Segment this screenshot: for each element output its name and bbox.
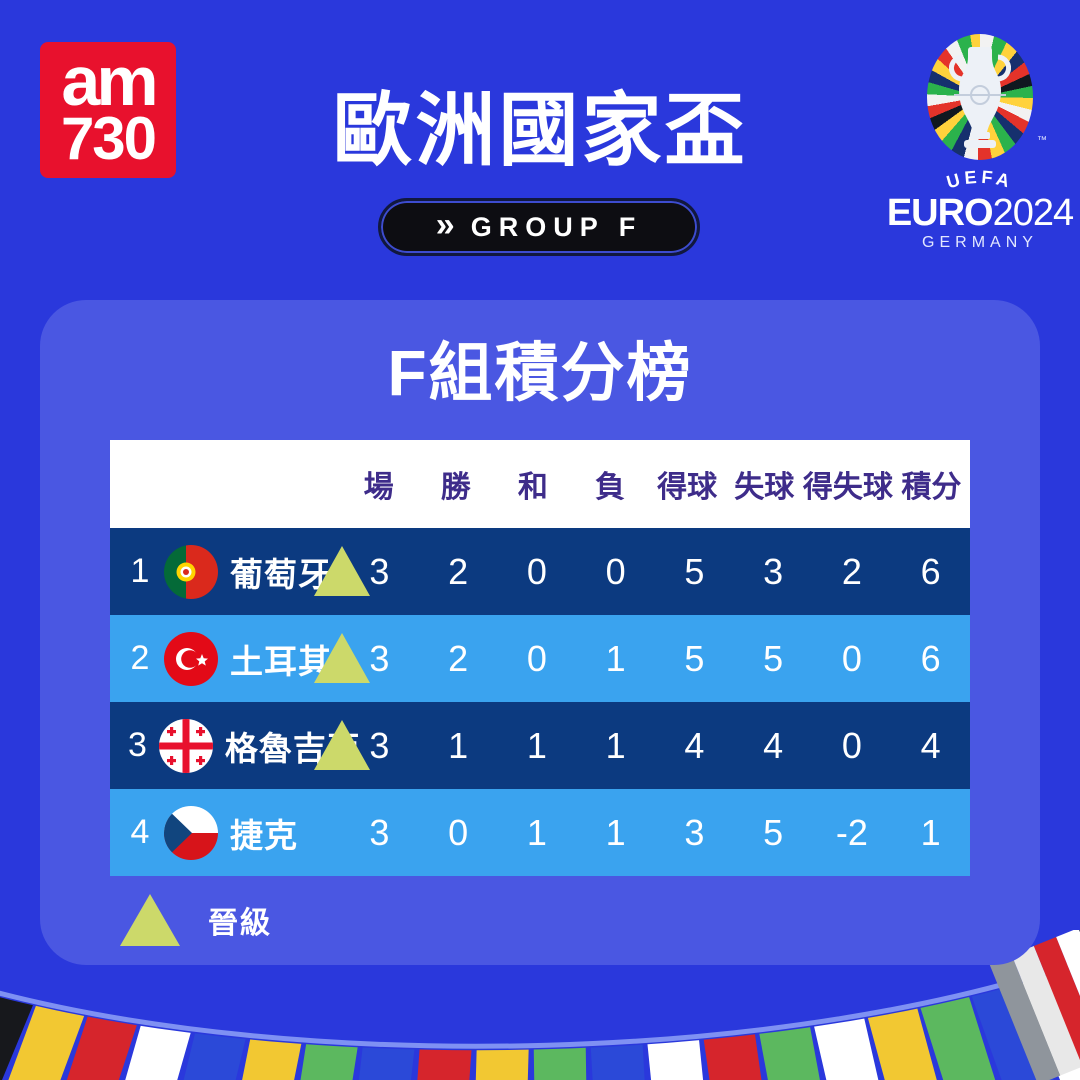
panel-title: F組積分榜 [387,337,693,409]
team-name: 捷克 [230,816,298,854]
table-row: 4 捷克 3 0 1 1 3 5 -2 1 [110,789,970,876]
flag-turkey-icon [164,631,218,686]
am730-logo: am 730 [40,42,176,178]
team-cell: 3 格魯吉亞 [110,702,370,789]
won-value: 2 [448,550,469,592]
gf-value: 3 [684,811,705,853]
drawn-value: 0 [526,637,547,679]
ga-value: 5 [763,637,784,679]
points-value: 6 [920,637,941,679]
header-goals-for: 得球 [657,471,718,504]
euro2024-logo: ™ UEFA EURO2024 GERMANY [878,34,1080,252]
team-cell: 2 土耳其 [110,615,370,702]
gd-value: 2 [841,550,862,592]
header-won: 勝 [440,471,471,504]
qualified-triangle-icon [314,719,370,770]
legend: 晉級 [120,894,1040,946]
drawn-value: 1 [526,811,547,853]
header-goal-diff: 得失球 [802,471,893,504]
gd-value: 0 [841,724,862,766]
rank: 3 [128,726,147,764]
played-value: 3 [369,811,390,853]
drawn-value: 0 [526,550,547,592]
lost-value: 1 [605,637,626,679]
drawn-value: 1 [526,724,547,766]
gf-value: 5 [684,550,705,592]
lost-value: 1 [605,724,626,766]
rank: 4 [130,813,150,851]
header-points: 積分 [901,471,962,504]
lost-value: 1 [605,811,626,853]
gd-value: -2 [835,811,868,853]
svg-text:UEFA: UEFA [944,167,1015,193]
ga-value: 3 [763,550,784,592]
points-value: 4 [920,724,941,766]
won-value: 2 [448,637,469,679]
euro-word: EURO [886,192,994,234]
standings-panel: F組積分榜 場 勝 和 負 得球 失球 得失球 積分 1 [40,300,1040,965]
flag-portugal-icon [164,544,218,599]
euro2024-trophy-icon: ™ [927,34,1047,160]
euro-wordmark: EURO2024 [886,192,1075,234]
rank: 1 [130,552,150,590]
qualified-triangle-icon [314,545,370,596]
team-cell: 1 葡萄牙 [110,528,370,615]
rank: 2 [130,639,150,677]
gd-value: 0 [841,637,862,679]
am730-logo-text: am [61,41,158,120]
flag-georgia-icon [158,718,213,773]
legend-label: 晉級 [208,907,272,940]
points-value: 1 [920,811,941,853]
points-value: 6 [920,550,941,592]
ga-value: 4 [763,724,784,766]
trademark-symbol: ™ [1037,135,1047,146]
uefa-arc-text: UEFA [944,167,1015,193]
qualified-triangle-icon [314,632,370,683]
standings-table: 場 勝 和 負 得球 失球 得失球 積分 1 葡萄牙 3 [110,440,970,876]
gf-value: 4 [684,724,705,766]
header-goals-against: 失球 [734,471,795,504]
table-row: 3 格魯吉亞 3 1 [110,702,970,789]
qualified-triangle-icon [120,894,180,946]
played-value: 3 [369,550,390,592]
played-value: 3 [369,724,390,766]
header-played: 場 [363,471,394,504]
header-drawn: 和 [517,471,548,504]
won-value: 1 [448,724,469,766]
trophy-icon [949,47,1011,148]
table-row: 2 土耳其 3 2 0 1 5 5 0 6 [110,615,970,702]
header-lost: 負 [594,471,625,504]
lost-value: 0 [605,550,626,592]
played-value: 3 [369,637,390,679]
flag-bunting-decoration [0,930,1080,1080]
euro-year: 2024 [992,192,1075,234]
table-header-row: 場 勝 和 負 得球 失球 得失球 積分 [110,440,970,528]
team-cell: 4 捷克 [110,789,340,876]
page-title: 歐洲國家盃 [332,86,748,175]
flag-czechia-icon [164,805,218,860]
gf-value: 5 [684,637,705,679]
won-value: 0 [448,811,469,853]
table-row: 1 葡萄牙 3 2 0 0 5 3 2 6 [110,528,970,615]
euro-country: GERMANY [922,234,1038,251]
group-pill-label: GROUP F [470,211,643,242]
am730-logo-number: 730 [60,105,157,173]
group-pill: » GROUP F [378,198,700,256]
double-chevron-icon: » [435,206,455,244]
ga-value: 5 [763,811,784,853]
